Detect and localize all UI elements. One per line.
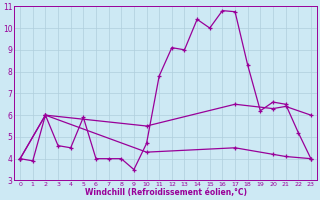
X-axis label: Windchill (Refroidissement éolien,°C): Windchill (Refroidissement éolien,°C) bbox=[84, 188, 246, 197]
